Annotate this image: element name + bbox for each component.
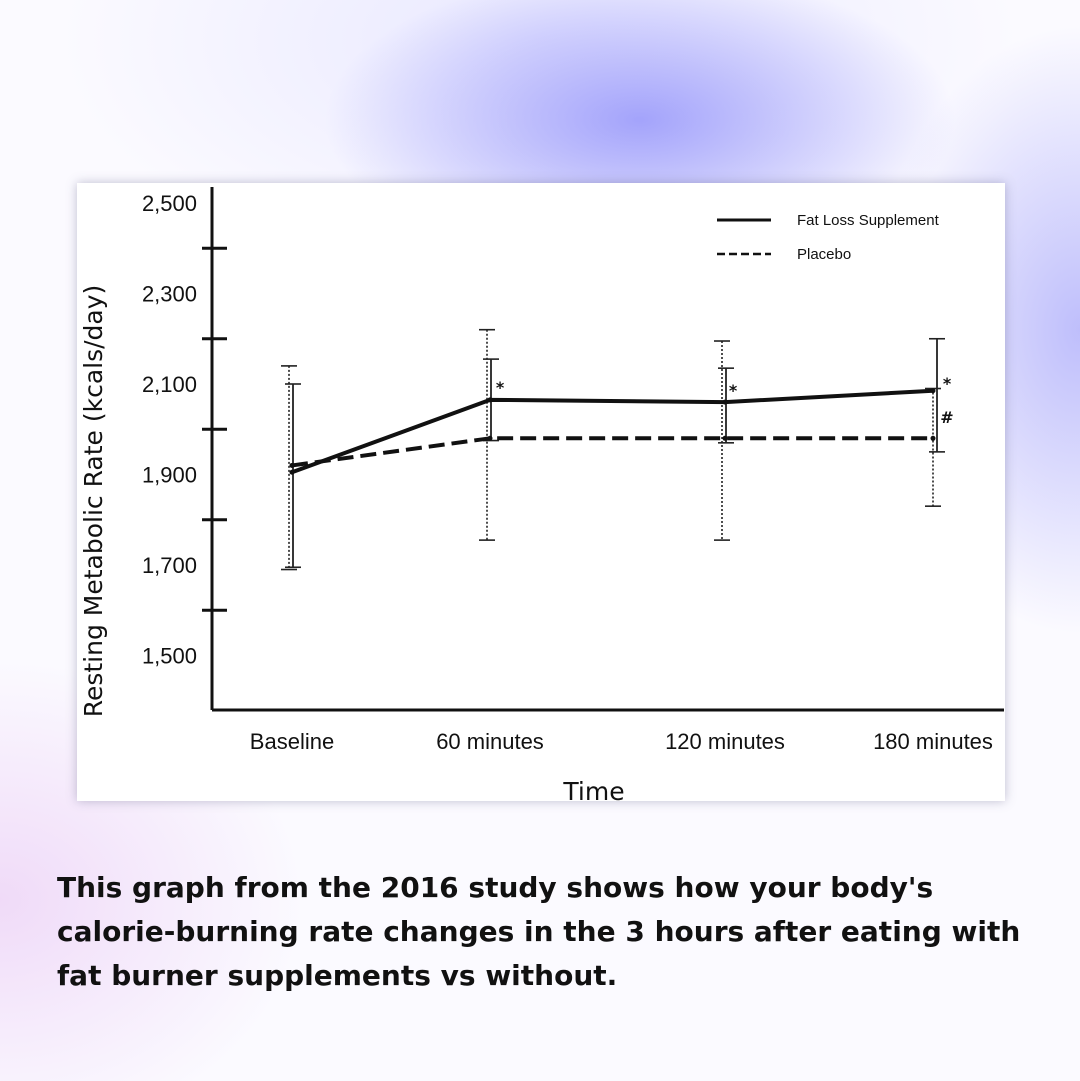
significance-marker: #: [940, 408, 953, 427]
data-point: [930, 435, 936, 441]
data-point: [930, 388, 936, 394]
significance-marker: *: [496, 378, 505, 397]
x-tick-label: 120 minutes: [665, 729, 785, 754]
x-axis-title: Time: [562, 777, 624, 801]
y-tick-label: 2,500: [142, 191, 197, 216]
series-line-placebo: [291, 436, 933, 468]
data-point: [487, 435, 493, 441]
chart-caption: This graph from the 2016 study shows how…: [57, 871, 1021, 992]
y-tick-label: 2,300: [142, 282, 197, 307]
y-tick-label: 1,500: [142, 644, 197, 669]
legend-label: Placebo: [797, 246, 851, 263]
data-point: [487, 397, 493, 403]
x-tick-label: Baseline: [250, 729, 334, 754]
data-point: [289, 469, 295, 475]
significance-marker: *: [729, 381, 738, 400]
data-point: [722, 399, 728, 405]
series-line-fat-loss-supplement: [291, 388, 934, 475]
y-tick-label: 1,700: [142, 553, 197, 578]
y-tick-label: 2,100: [142, 372, 197, 397]
legend-label: Fat Loss Supplement: [797, 212, 940, 229]
line-chart: 2,500 2,300 2,100 1,900 1,700 1,500 Baseline 60…: [79, 187, 1004, 801]
data-point: [722, 435, 728, 441]
data-point: [289, 462, 295, 468]
chart-card: 2,500 2,300 2,100 1,900 1,700 1,500 Baseline 60…: [77, 183, 1005, 801]
y-tick-label: 1,900: [142, 463, 197, 488]
significance-marker: *: [943, 374, 952, 393]
x-tick-label: 180 minutes: [873, 729, 993, 754]
x-tick-label: 60 minutes: [436, 729, 544, 754]
y-axis-title: Resting Metabolic Rate (kcals/day): [79, 285, 108, 718]
